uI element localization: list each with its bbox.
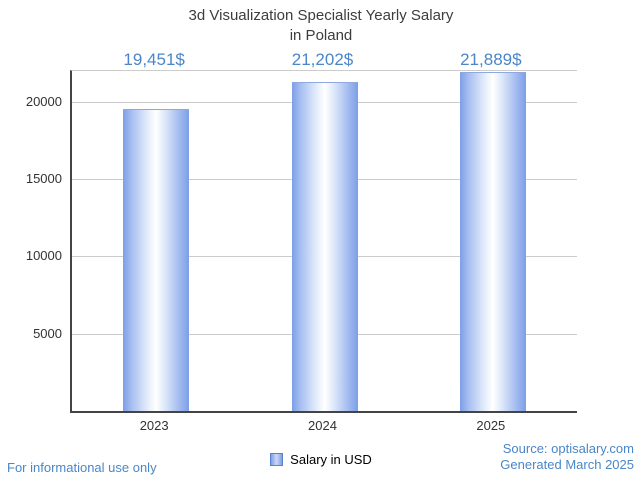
value-label-2025: 21,889$: [460, 50, 522, 69]
legend-marker-salary-icon: [270, 453, 284, 466]
source-note: Source: optisalary.com Generated March 2…: [500, 441, 634, 474]
chart-title-line1: 3d Visualization Specialist Yearly Salar…: [188, 7, 454, 24]
bar-2024: [291, 82, 358, 411]
y-axis-tick-20000: 20000: [25, 93, 62, 109]
y-axis-tick-15000: 15000: [25, 171, 62, 187]
value-label-2024: 21,202$: [291, 50, 354, 69]
generated-date: Generated March 2025: [500, 457, 634, 473]
plot-area: [70, 70, 577, 413]
y-axis-tick-10000: 10000: [25, 248, 62, 264]
value-label-2023: 19,451$: [123, 50, 185, 69]
chart-title: 3d Visualization Specialist Yearly Salar…: [0, 6, 642, 47]
bar-2023: [123, 109, 190, 411]
source-link[interactable]: Source: optisalary.com: [502, 441, 634, 456]
bar-2025: [459, 71, 526, 411]
chart-title-line2: in Poland: [289, 27, 353, 45]
informational-note: For informational use only: [7, 460, 157, 475]
x-axis-tick-2024: 2024: [308, 418, 337, 433]
legend-label: Salary in USD: [290, 452, 372, 467]
x-axis-tick-2025: 2025: [476, 418, 506, 433]
x-axis-tick-2023: 2023: [139, 418, 169, 433]
y-axis-tick-5000: 5000: [33, 325, 62, 341]
legend: Salary in USD: [0, 452, 642, 467]
